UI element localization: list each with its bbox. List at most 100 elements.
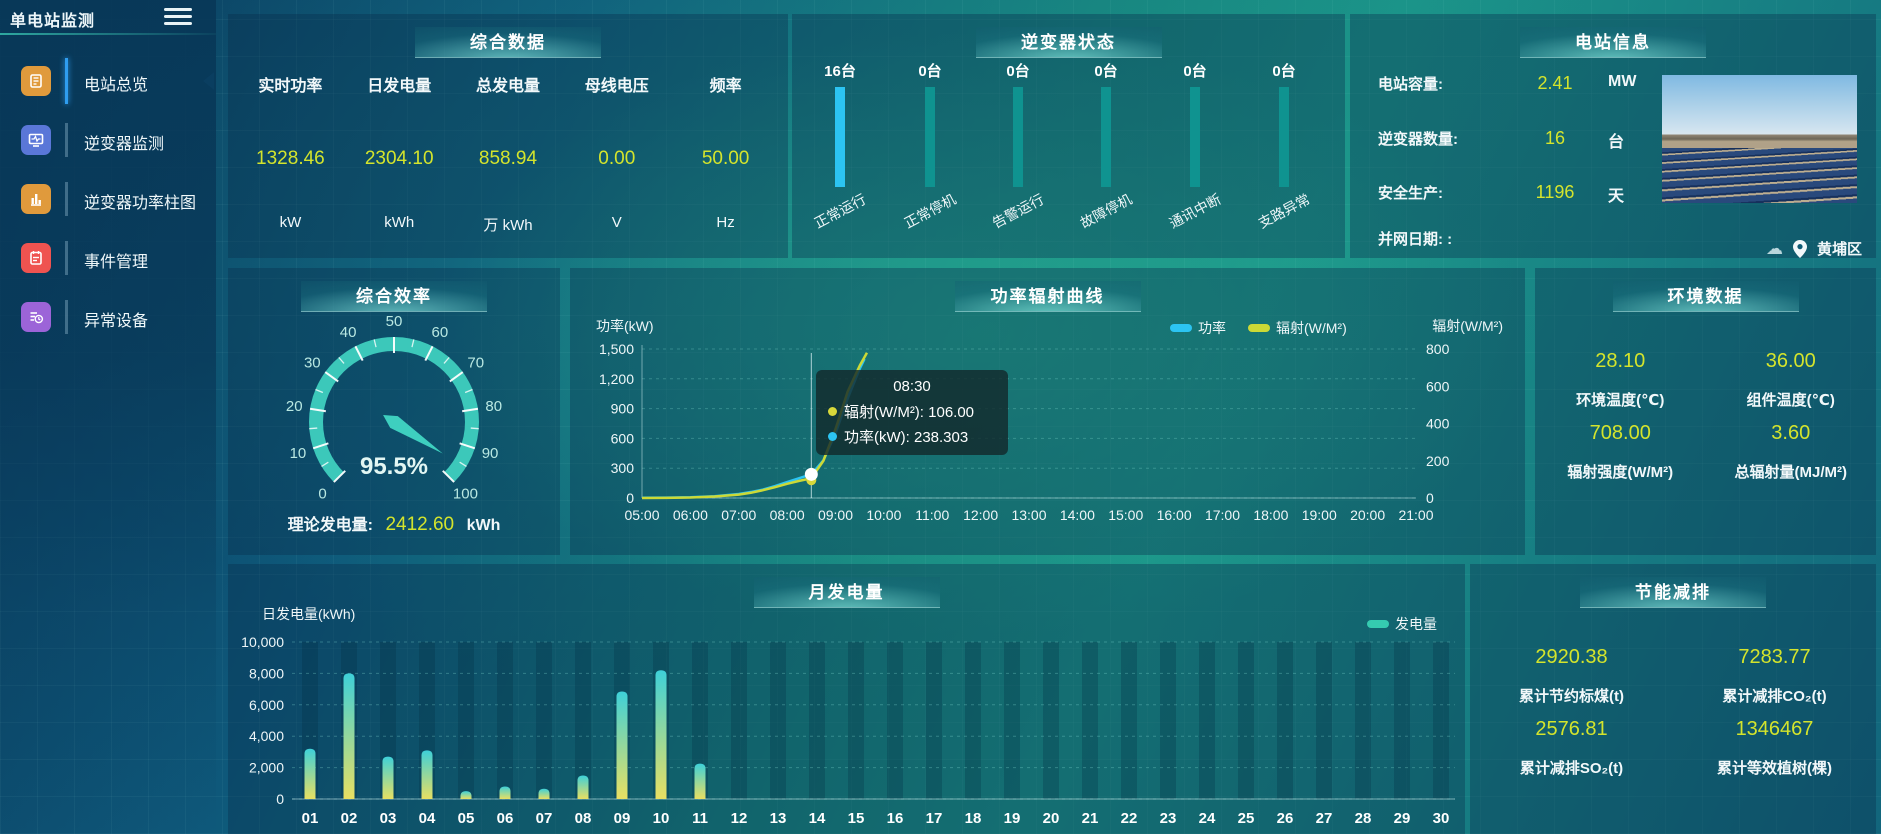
svg-text:13: 13 [770, 810, 787, 827]
gauge-value-text: 95.5% [360, 453, 428, 480]
inverter-count: 0台 [1183, 63, 1207, 80]
svg-text:300: 300 [611, 460, 635, 476]
stat-unit: 万 kWh [483, 217, 533, 234]
panel-title-station-info: 电站信息 [1520, 27, 1706, 58]
summary-stat-3: 母线电压 0.00 V [562, 72, 671, 235]
cell-label: 累计减排SO₂(t) [1519, 760, 1624, 777]
energy-bar-03 [382, 756, 394, 799]
svg-text:30: 30 [1433, 810, 1450, 827]
svg-text:20: 20 [1043, 810, 1060, 827]
theory-energy-label: 理论发电量: [287, 517, 373, 534]
location-pin-icon [1792, 239, 1807, 258]
sidebar-item-3[interactable]: 事件管理 [0, 229, 216, 288]
svg-text:12:00: 12:00 [963, 507, 998, 523]
legend-item-power[interactable]: 功率 [1170, 318, 1226, 338]
cell-label: 环境温度(℃) [1576, 392, 1665, 409]
stat-value: 50.00 [701, 148, 750, 169]
event-management-icon [21, 243, 51, 273]
cell-label: 累计节约标煤(t) [1519, 688, 1624, 705]
sidebar-collapse-arrow-icon[interactable] [203, 72, 214, 90]
tooltip-row-0: 辐射(W/M²): 106.00 [828, 401, 996, 422]
environment-cells: 28.10 环境温度(℃) 36.00 组件温度(℃) 708.00 辐射强度(W/M²)… [1535, 338, 1876, 482]
energy-bar-04 [421, 750, 433, 799]
cell-label: 累计等效植树(棵) [1717, 760, 1832, 777]
legend-label-generation: 发电量 [1395, 616, 1437, 632]
inverter-power-bars-icon [21, 184, 51, 214]
panel-efficiency: 综合效率 0 10 20 30 40 50 60 70 80 90 100 95.5% 理论发电量: … [228, 268, 560, 555]
sidebar-menu: 电站总览逆变器监测 逆变器功率柱图 事件管理异常设备 [0, 52, 216, 347]
stat-unit: kWh [384, 214, 415, 231]
energy-bar-09 [616, 691, 628, 799]
inverter-state-label: 正常运行 [811, 190, 869, 232]
svg-text:06:00: 06:00 [673, 507, 708, 523]
cell-value: 7283.77 [1738, 646, 1811, 668]
sidebar-item-label: 异常设备 [84, 313, 149, 330]
inverter-status-col-4: 0台 通讯中断 [1135, 60, 1255, 231]
svg-text:18:00: 18:00 [1253, 507, 1288, 523]
header-divider [0, 33, 216, 35]
stat-label: 频率 [709, 78, 742, 95]
stat-value: 858.94 [478, 148, 538, 169]
svg-text:27: 27 [1316, 810, 1333, 827]
right-axis-name: 辐射(W/M²) [1432, 318, 1503, 334]
svg-text:29: 29 [1394, 810, 1411, 827]
svg-text:03: 03 [380, 810, 397, 827]
inverter-monitor-icon [21, 125, 51, 155]
legend-item-radiation[interactable]: 辐射(W/M²) [1248, 318, 1347, 338]
inverter-count: 0台 [1094, 63, 1118, 80]
svg-text:10:00: 10:00 [866, 507, 901, 523]
theory-energy-unit: kWh [466, 517, 501, 534]
panel-inverter-status: 逆变器状态 16台 正常运行 0台 正常停机 0台 告警运行 0台 故障停机 0台 通讯中断 0台支… [792, 14, 1345, 258]
inverter-count: 0台 [918, 63, 942, 80]
app-title: 单电站监测 [10, 13, 96, 30]
env-cells-cell-1: 36.00 组件温度(℃) [1706, 350, 1877, 410]
svg-text:6,000: 6,000 [249, 697, 284, 713]
saving-cells-cell-0: 2920.38 累计节约标煤(t) [1470, 646, 1673, 706]
panel-title-saving: 节能减排 [1580, 577, 1766, 608]
sidebar-item-1[interactable]: 逆变器监测 [0, 111, 216, 170]
svg-text:0: 0 [318, 485, 326, 502]
svg-text:05:00: 05:00 [624, 507, 659, 523]
sidebar-item-label: 电站总览 [84, 77, 149, 94]
location-name: 黄埔区 [1816, 241, 1862, 258]
panel-station-info: 电站信息 电站容量: 2.41 MW 逆变器数量: 16 台安全生产: 1196 天并网日期:… [1350, 14, 1876, 258]
sidebar-item-rail [65, 241, 68, 275]
svg-text:23: 23 [1160, 810, 1177, 827]
saving-cells-cell-2: 2576.81 累计减排SO₂(t) [1470, 718, 1673, 778]
svg-text:15:00: 15:00 [1108, 507, 1143, 523]
svg-text:22: 22 [1121, 810, 1138, 827]
cell-value: 28.10 [1595, 350, 1646, 372]
station-location: ☁ 黄埔区 [1766, 238, 1862, 259]
station-row-value: 16 [1544, 128, 1566, 148]
inverter-bar [1101, 87, 1111, 187]
energy-bar-01 [304, 748, 316, 799]
svg-text:4,000: 4,000 [249, 728, 284, 744]
svg-text:04: 04 [419, 810, 436, 827]
svg-text:14: 14 [809, 810, 826, 827]
inverter-count: 0台 [1006, 63, 1030, 80]
sidebar-item-2[interactable]: 逆变器功率柱图 [0, 170, 216, 229]
svg-text:16: 16 [887, 810, 904, 827]
sidebar-item-rail [65, 123, 68, 157]
tooltip-time: 08:30 [893, 378, 931, 395]
sidebar: 单电站监测 电站总览逆变器监测 逆变器功率柱图 事件管理异常设备 [0, 0, 216, 834]
monthly-energy-chart[interactable]: 10,000 8,000 6,000 4,000 2,000 0 01 02 03 04 05 06 0… [228, 564, 1465, 834]
left-axis-name: 功率(kW) [596, 318, 654, 334]
svg-text:20:00: 20:00 [1350, 507, 1385, 523]
energy-bar-07 [538, 788, 550, 799]
legend-swatch-radiation [1248, 324, 1270, 332]
efficiency-gauge-chart[interactable]: 0 10 20 30 40 50 60 70 80 90 100 95.5% [228, 310, 560, 510]
chart-tooltip: 08:30 辐射(W/M²): 106.00 功率(kW): 238.303 [816, 370, 1008, 455]
cell-value: 3.60 [1771, 422, 1811, 444]
legend-item-generation[interactable]: 发电量 [1367, 614, 1437, 634]
sidebar-item-4[interactable]: 异常设备 [0, 288, 216, 347]
svg-text:40: 40 [340, 324, 357, 341]
stat-value: 2304.10 [364, 148, 434, 169]
hamburger-menu-icon[interactable] [164, 8, 192, 28]
stat-value: 0.00 [598, 148, 636, 169]
hover-point-power [804, 467, 818, 481]
env-cells-cell-3: 3.60 总辐射量(MJ/M²) [1706, 422, 1877, 482]
sidebar-item-0[interactable]: 电站总览 [0, 52, 216, 111]
svg-text:12: 12 [731, 810, 748, 827]
